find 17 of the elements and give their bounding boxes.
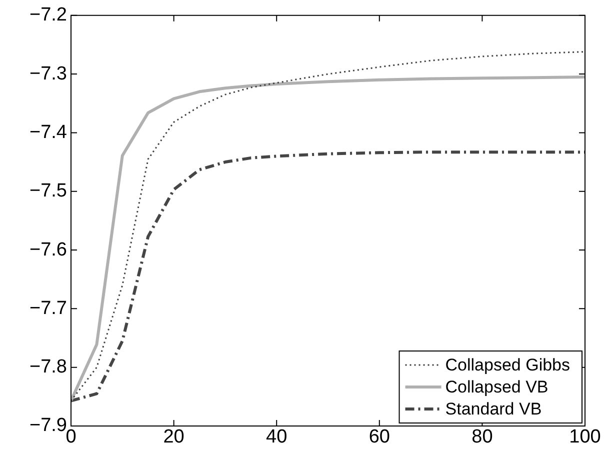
- x-tick-label: 0: [66, 426, 76, 448]
- x-tick-label: 40: [266, 426, 288, 448]
- x-tick-label: 20: [163, 426, 184, 448]
- legend-label: Collapsed VB: [445, 378, 548, 397]
- y-tick-label: −7.5: [29, 180, 67, 202]
- legend-label: Standard VB: [445, 400, 542, 419]
- y-tick-label: −7.2: [29, 4, 67, 26]
- y-tick-label: −7.4: [29, 122, 68, 143]
- x-tick-label: 100: [569, 426, 601, 448]
- y-tick-label: −7.8: [29, 356, 67, 378]
- legend-label: Collapsed Gibbs: [445, 356, 570, 375]
- x-tick-label: 60: [368, 426, 390, 448]
- y-tick-label: −7.6: [29, 239, 67, 260]
- y-tick-label: −7.7: [29, 298, 67, 319]
- y-tick-label: −7.9: [29, 415, 67, 436]
- y-tick-label: −7.3: [29, 63, 67, 84]
- x-tick-label: 80: [472, 426, 493, 448]
